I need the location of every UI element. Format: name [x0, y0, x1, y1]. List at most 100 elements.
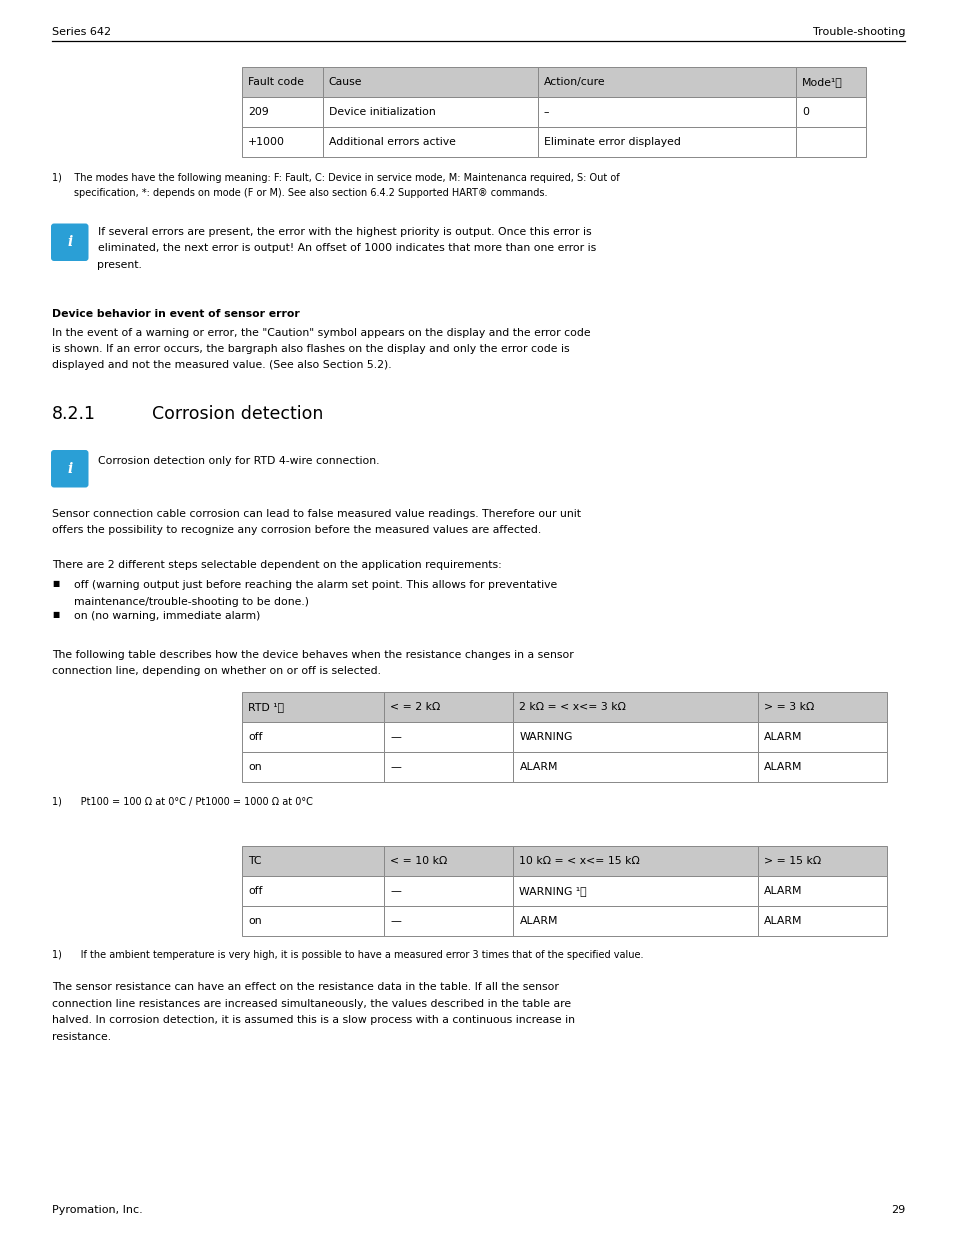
Bar — [384, 692, 513, 722]
Text: 209: 209 — [248, 107, 269, 117]
Text: on: on — [248, 916, 261, 926]
Text: connection line, depending on whether on or off is selected.: connection line, depending on whether on… — [52, 666, 380, 676]
Bar — [242, 722, 384, 752]
Text: resistance.: resistance. — [52, 1031, 111, 1041]
Bar — [242, 846, 384, 876]
Text: offers the possibility to recognize any corrosion before the measured values are: offers the possibility to recognize any … — [52, 526, 540, 536]
Text: displayed and not the measured value. (See also Section 5.2).: displayed and not the measured value. (S… — [52, 361, 392, 370]
Text: Action/cure: Action/cure — [543, 77, 605, 86]
Text: 1)      Pt100 = 100 Ω at 0°C / Pt1000 = 1000 Ω at 0°C: 1) Pt100 = 100 Ω at 0°C / Pt1000 = 1000 … — [52, 797, 313, 806]
Text: 2 kΩ = < x<= 3 kΩ: 2 kΩ = < x<= 3 kΩ — [518, 701, 625, 713]
Text: Corrosion detection only for RTD 4-wire connection.: Corrosion detection only for RTD 4-wire … — [97, 456, 378, 466]
Bar — [384, 752, 513, 782]
Bar — [513, 752, 758, 782]
Text: Device behavior in event of sensor error: Device behavior in event of sensor error — [52, 309, 299, 319]
Bar — [795, 67, 864, 98]
Text: < = 10 kΩ: < = 10 kΩ — [390, 856, 447, 866]
Text: eliminated, the next error is output! An offset of 1000 indicates that more than: eliminated, the next error is output! An… — [97, 243, 595, 253]
Text: Sensor connection cable corrosion can lead to false measured value readings. The: Sensor connection cable corrosion can le… — [52, 509, 580, 519]
Text: —: — — [390, 885, 401, 897]
Text: 1)      If the ambient temperature is very high, it is possible to have a measur: 1) If the ambient temperature is very hi… — [52, 950, 643, 960]
Bar — [795, 127, 864, 157]
Text: > = 15 kΩ: > = 15 kΩ — [763, 856, 821, 866]
Text: 1)    The modes have the following meaning: F: Fault, C: Device in service mode,: 1) The modes have the following meaning:… — [52, 173, 619, 183]
Text: specification, *: depends on mode (F or M). See also section 6.4.2 Supported HAR: specification, *: depends on mode (F or … — [52, 189, 547, 199]
Text: off (warning output just before reaching the alarm set point. This allows for pr: off (warning output just before reaching… — [74, 580, 557, 590]
Text: > = 3 kΩ: > = 3 kΩ — [763, 701, 814, 713]
Bar — [758, 692, 886, 722]
Bar — [242, 692, 384, 722]
Text: on: on — [248, 762, 261, 772]
Text: Pyromation, Inc.: Pyromation, Inc. — [52, 1205, 143, 1215]
Bar — [242, 906, 384, 936]
Text: ALARM: ALARM — [763, 762, 802, 772]
Text: Mode¹⧠: Mode¹⧠ — [801, 77, 841, 86]
Text: —: — — [390, 732, 401, 742]
Text: Device initialization: Device initialization — [329, 107, 436, 117]
Text: Cause: Cause — [329, 77, 362, 86]
Text: +1000: +1000 — [248, 137, 285, 147]
Bar — [384, 876, 513, 906]
Bar — [758, 722, 886, 752]
Bar — [513, 722, 758, 752]
Bar — [384, 722, 513, 752]
Text: 10 kΩ = < x<= 15 kΩ: 10 kΩ = < x<= 15 kΩ — [518, 856, 639, 866]
Bar — [758, 876, 886, 906]
Text: ALARM: ALARM — [763, 732, 802, 742]
Text: ALARM: ALARM — [763, 916, 802, 926]
Text: —: — — [390, 762, 401, 772]
Text: present.: present. — [97, 259, 142, 269]
Text: 29: 29 — [890, 1205, 904, 1215]
Text: Corrosion detection: Corrosion detection — [152, 405, 323, 424]
Text: Trouble-shooting: Trouble-shooting — [812, 27, 904, 37]
Text: WARNING ¹⧠: WARNING ¹⧠ — [518, 885, 586, 897]
Text: The following table describes how the device behaves when the resistance changes: The following table describes how the de… — [52, 650, 573, 659]
Text: ■: ■ — [52, 579, 59, 589]
Bar — [242, 876, 384, 906]
Text: The sensor resistance can have an effect on the resistance data in the table. If: The sensor resistance can have an effect… — [52, 982, 558, 992]
Bar — [242, 752, 384, 782]
FancyBboxPatch shape — [51, 450, 89, 488]
Text: RTD ¹⧠: RTD ¹⧠ — [248, 701, 284, 713]
Text: on (no warning, immediate alarm): on (no warning, immediate alarm) — [74, 611, 260, 621]
Bar — [537, 127, 795, 157]
Bar — [758, 906, 886, 936]
Text: 8.2.1: 8.2.1 — [52, 405, 96, 424]
Text: is shown. If an error occurs, the bargraph also flashes on the display and only : is shown. If an error occurs, the bargra… — [52, 345, 569, 354]
Bar — [758, 752, 886, 782]
Bar — [537, 67, 795, 98]
Text: WARNING: WARNING — [518, 732, 572, 742]
Text: maintenance/trouble-shooting to be done.): maintenance/trouble-shooting to be done.… — [74, 597, 309, 606]
Text: i: i — [67, 462, 72, 475]
Text: ALARM: ALARM — [518, 916, 558, 926]
Text: Eliminate error displayed: Eliminate error displayed — [543, 137, 680, 147]
Bar — [322, 127, 537, 157]
Bar — [242, 127, 322, 157]
Text: If several errors are present, the error with the highest priority is output. On: If several errors are present, the error… — [97, 226, 591, 236]
Text: In the event of a warning or error, the "Caution" symbol appears on the display : In the event of a warning or error, the … — [52, 327, 590, 337]
FancyBboxPatch shape — [51, 224, 89, 261]
Bar — [322, 98, 537, 127]
Bar — [513, 876, 758, 906]
Text: ALARM: ALARM — [518, 762, 558, 772]
Bar — [242, 67, 322, 98]
Bar — [758, 846, 886, 876]
Bar — [242, 98, 322, 127]
Text: TC: TC — [248, 856, 261, 866]
Text: ■: ■ — [52, 610, 59, 619]
Text: halved. In corrosion detection, it is assumed this is a slow process with a cont: halved. In corrosion detection, it is as… — [52, 1015, 575, 1025]
Text: –: – — [543, 107, 549, 117]
Text: off: off — [248, 885, 262, 897]
Bar — [513, 846, 758, 876]
Bar — [384, 906, 513, 936]
Bar — [322, 67, 537, 98]
Text: 0: 0 — [801, 107, 808, 117]
Text: Fault code: Fault code — [248, 77, 304, 86]
Bar — [513, 692, 758, 722]
Text: ALARM: ALARM — [763, 885, 802, 897]
Bar — [384, 846, 513, 876]
Text: Additional errors active: Additional errors active — [329, 137, 456, 147]
Text: Series 642: Series 642 — [52, 27, 111, 37]
Text: off: off — [248, 732, 262, 742]
Text: —: — — [390, 916, 401, 926]
